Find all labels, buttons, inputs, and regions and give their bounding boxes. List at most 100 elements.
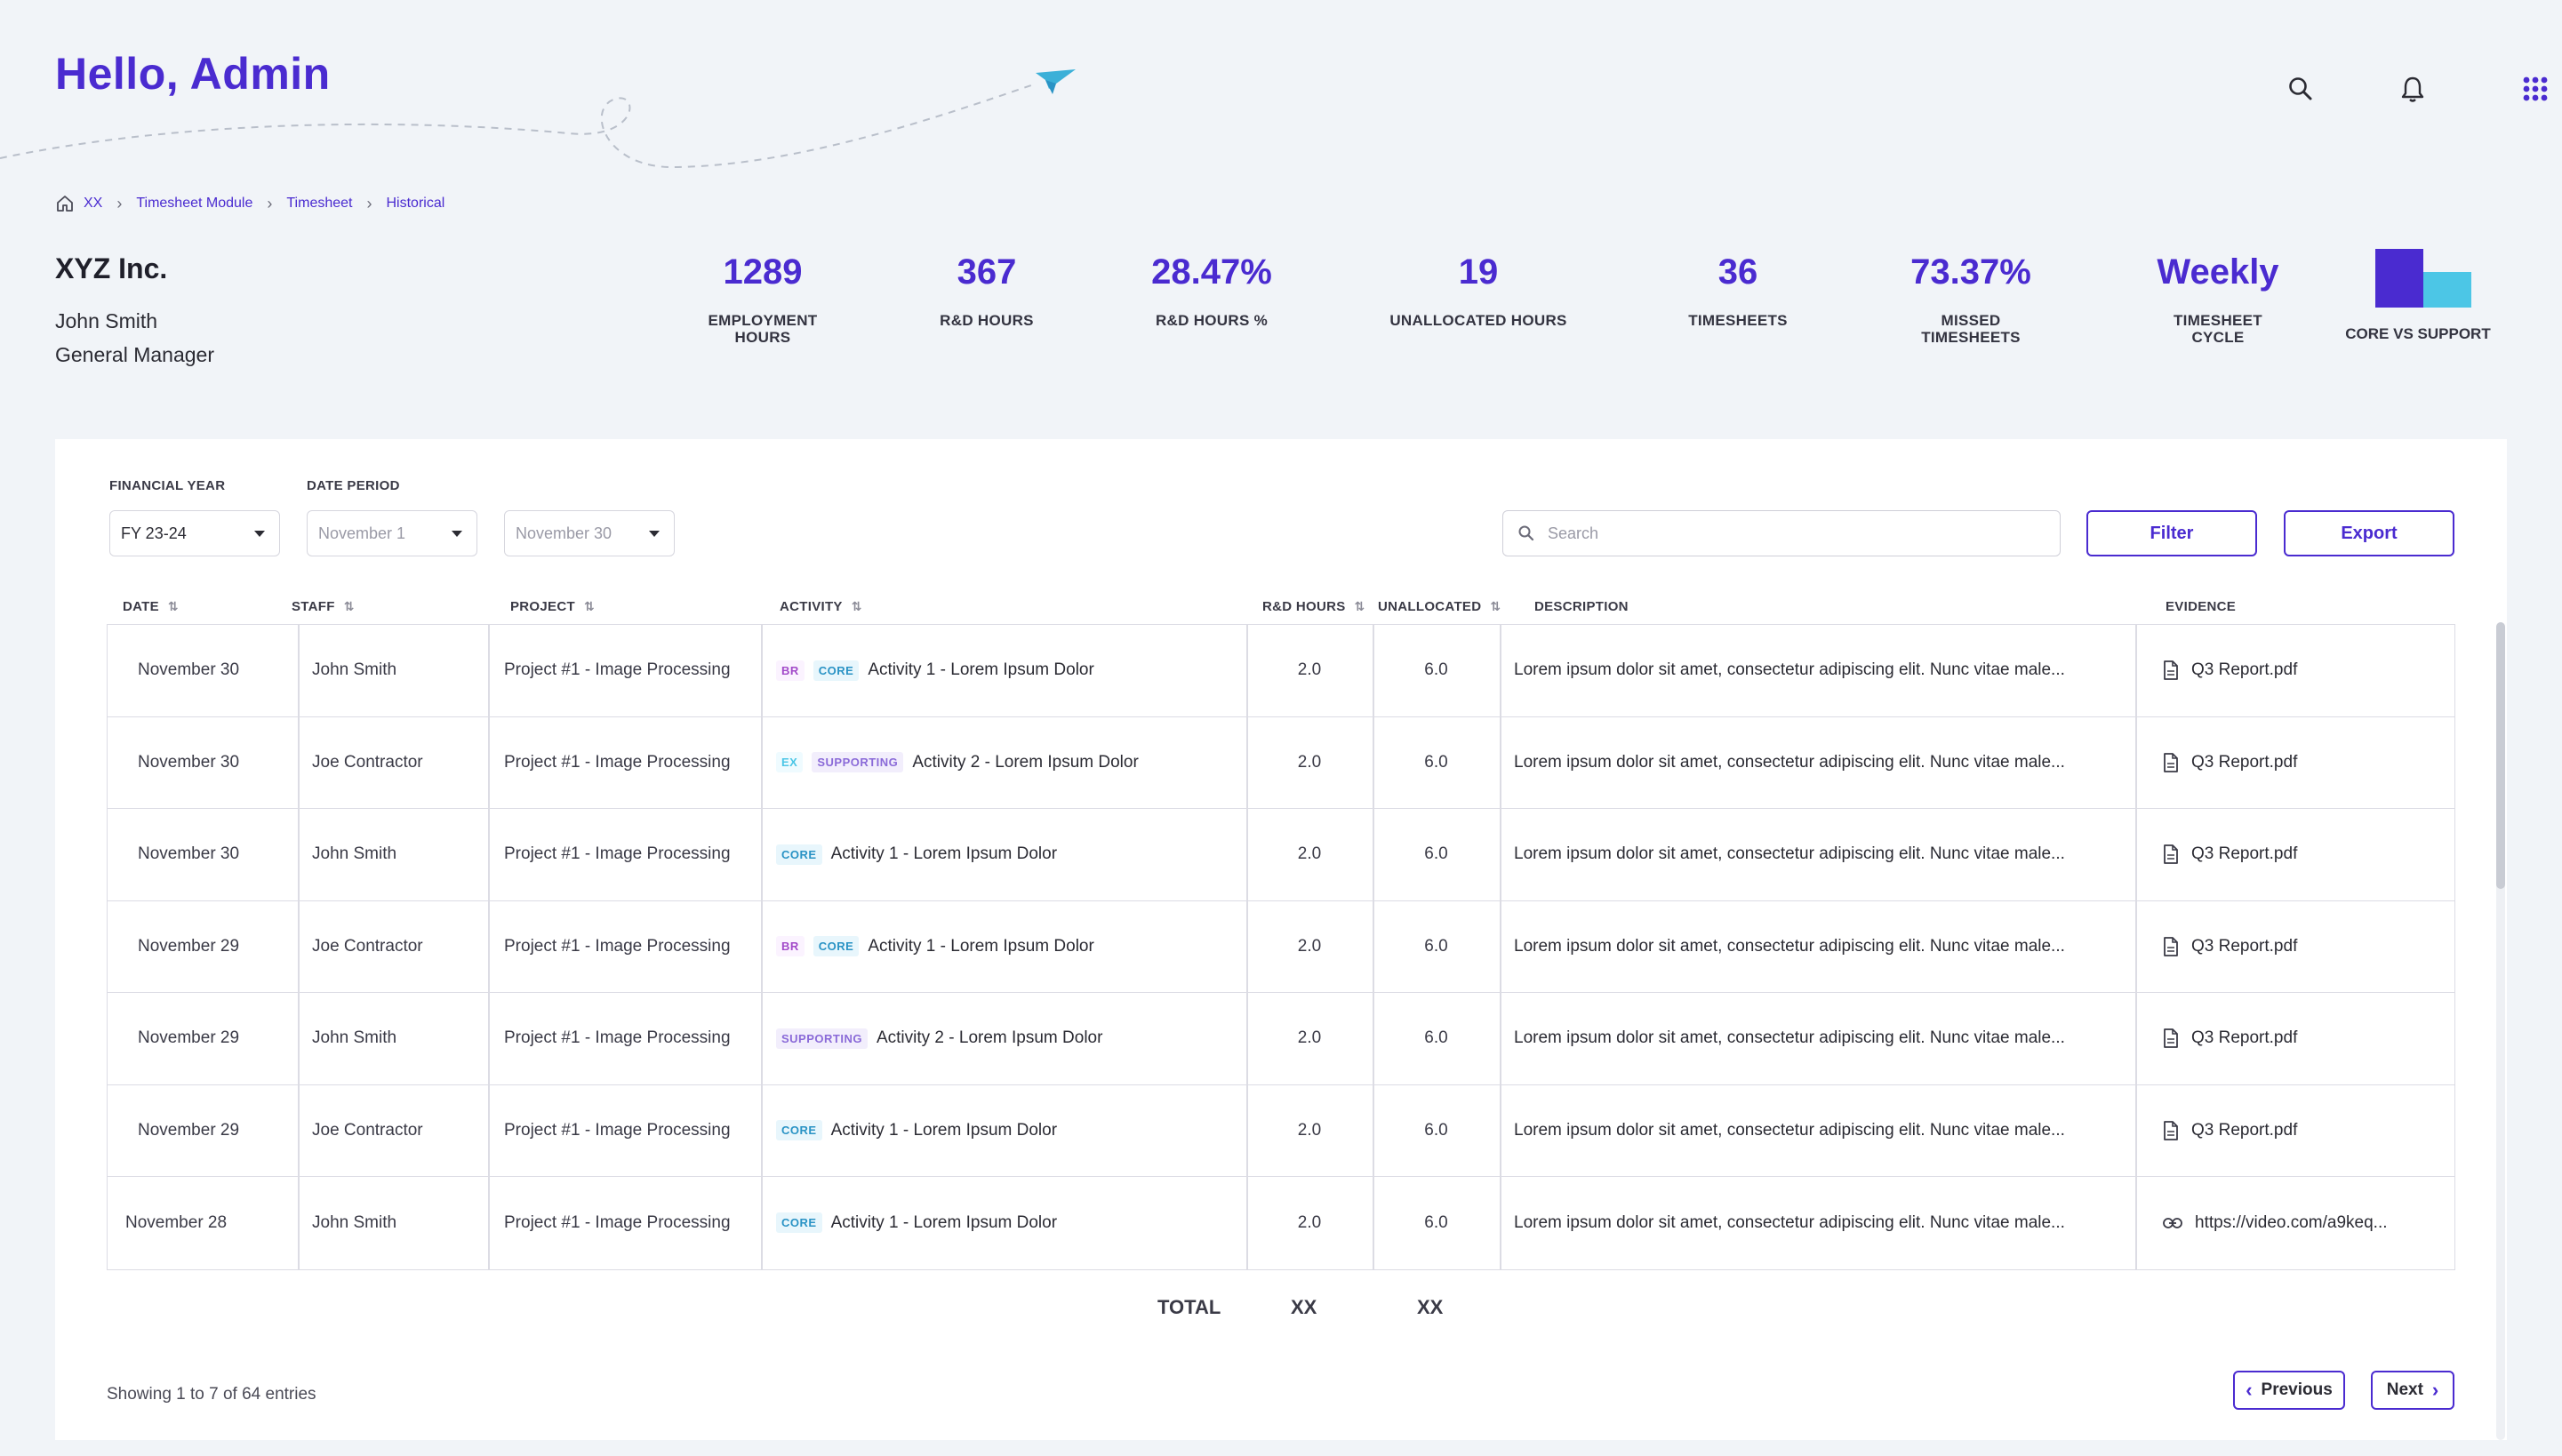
cell-divider bbox=[1500, 993, 1501, 1084]
cell-unallocated: 6.0 bbox=[1424, 660, 1448, 680]
cell-divider bbox=[761, 900, 763, 992]
next-button[interactable]: Next › bbox=[2371, 1371, 2454, 1410]
cell-divider bbox=[1246, 900, 1248, 992]
column-staff[interactable]: STAFF ⇅ bbox=[292, 598, 355, 614]
activity-tag-ex: EX bbox=[776, 752, 804, 773]
table-row[interactable]: November 29 Joe Contractor Project #1 - Im… bbox=[108, 1084, 2454, 1177]
breadcrumb-timesheet[interactable]: Timesheet bbox=[286, 196, 353, 211]
cell-project: Project #1 - Image Processing bbox=[504, 1120, 731, 1140]
activity-tag-br: BR bbox=[776, 660, 805, 681]
cell-unallocated: 6.0 bbox=[1424, 1120, 1448, 1140]
evidence-link[interactable]: Q3 Report.pdf bbox=[2191, 752, 2298, 772]
cell-description: Lorem ipsum dolor sit amet, consectetur … bbox=[1514, 660, 2065, 680]
cell-divider bbox=[1246, 993, 1248, 1084]
cell-evidence[interactable]: Q3 Report.pdf bbox=[2163, 809, 2297, 900]
evidence-link[interactable]: Q3 Report.pdf bbox=[2191, 844, 2298, 864]
cell-activity: CORE Activity 1 - Lorem Ipsum Dolor bbox=[776, 1177, 1057, 1269]
cell-evidence[interactable]: https://video.com/a9keq... bbox=[2163, 1177, 2388, 1269]
stat-label: TIMESHEETS bbox=[1688, 312, 1788, 329]
activity-name: Activity 1 - Lorem Ipsum Dolor bbox=[868, 660, 1094, 680]
date-period-label: DATE PERIOD bbox=[307, 478, 400, 493]
evidence-link[interactable]: Q3 Report.pdf bbox=[2191, 1028, 2298, 1048]
column-description: DESCRIPTION bbox=[1534, 598, 1629, 614]
column-project[interactable]: PROJECT ⇅ bbox=[510, 598, 595, 614]
cell-description: Lorem ipsum dolor sit amet, consectetur … bbox=[1514, 752, 2065, 772]
filter-button[interactable]: Filter bbox=[2086, 510, 2257, 556]
table-row[interactable]: November 30 John Smith Project #1 - Image … bbox=[108, 809, 2454, 901]
cell-evidence[interactable]: Q3 Report.pdf bbox=[2163, 717, 2297, 809]
scrollbar-thumb[interactable] bbox=[2496, 622, 2505, 889]
table-row[interactable]: November 29 Joe Contractor Project #1 - Im… bbox=[108, 900, 2454, 993]
home-icon[interactable] bbox=[55, 194, 75, 213]
cell-evidence[interactable]: Q3 Report.pdf bbox=[2163, 625, 2297, 716]
cell-staff: Joe Contractor bbox=[312, 936, 423, 956]
stat-value: Weekly bbox=[2157, 252, 2279, 292]
column-date[interactable]: DATE ⇅ bbox=[123, 598, 179, 614]
financial-year-select[interactable]: FY 23-24 bbox=[109, 510, 280, 556]
greeting-title: Hello, Admin bbox=[55, 49, 331, 99]
evidence-link[interactable]: Q3 Report.pdf bbox=[2191, 660, 2298, 680]
cell-rd-hours: 2.0 bbox=[1297, 936, 1322, 956]
cell-date: November 28 bbox=[125, 1212, 228, 1232]
timesheet-card: FINANCIAL YEAR FY 23-24 DATE PERIOD Nove… bbox=[55, 439, 2507, 1440]
cell-divider bbox=[488, 809, 490, 900]
cell-divider bbox=[488, 1177, 490, 1269]
cell-divider bbox=[298, 1084, 300, 1176]
cell-divider bbox=[1373, 1084, 1374, 1176]
core-vs-support-bars bbox=[2365, 240, 2471, 308]
cell-project: Project #1 - Image Processing bbox=[504, 1028, 731, 1048]
total-row: TOTAL XX XX bbox=[55, 1296, 2455, 1332]
scrollbar-track[interactable] bbox=[2496, 622, 2505, 1440]
evidence-link[interactable]: Q3 Report.pdf bbox=[2191, 1120, 2298, 1140]
cell-divider bbox=[761, 809, 763, 900]
cell-date: November 29 bbox=[138, 1028, 240, 1048]
table-row[interactable]: November 30 John Smith Project #1 - Image … bbox=[108, 625, 2454, 717]
column-activity[interactable]: ACTIVITY ⇅ bbox=[780, 598, 862, 614]
cell-unallocated: 6.0 bbox=[1424, 752, 1448, 772]
cell-staff: Joe Contractor bbox=[312, 752, 423, 772]
cell-evidence[interactable]: Q3 Report.pdf bbox=[2163, 993, 2297, 1084]
cell-divider bbox=[2135, 625, 2137, 716]
cell-date: November 30 bbox=[138, 844, 240, 864]
table-row[interactable]: November 28 John Smith Project #1 - Image … bbox=[108, 1177, 2454, 1269]
table-row[interactable]: November 29 John Smith Project #1 - Image … bbox=[108, 993, 2454, 1085]
breadcrumb-xx[interactable]: XX bbox=[84, 196, 103, 211]
cell-divider bbox=[1500, 900, 1501, 992]
bell-icon[interactable] bbox=[2386, 62, 2439, 116]
cell-evidence[interactable]: Q3 Report.pdf bbox=[2163, 1085, 2297, 1177]
caret-down-icon bbox=[452, 531, 462, 537]
column-unallocated[interactable]: UNALLOCATED ⇅ bbox=[1378, 598, 1501, 614]
export-button[interactable]: Export bbox=[2284, 510, 2454, 556]
evidence-link[interactable]: Q3 Report.pdf bbox=[2191, 936, 2298, 956]
search-icon[interactable] bbox=[2274, 62, 2327, 116]
cell-staff: John Smith bbox=[312, 1028, 397, 1048]
file-icon bbox=[2163, 936, 2191, 956]
cell-divider bbox=[1500, 1177, 1501, 1269]
evidence-link[interactable]: https://video.com/a9keq... bbox=[2195, 1212, 2388, 1232]
cell-divider bbox=[298, 716, 300, 808]
date-to-select[interactable]: November 30 bbox=[504, 510, 675, 556]
previous-button[interactable]: ‹ Previous bbox=[2233, 1371, 2345, 1410]
column-rd-hours[interactable]: R&D HOURS ⇅ bbox=[1262, 598, 1365, 614]
cell-divider bbox=[761, 993, 763, 1084]
cell-staff: Joe Contractor bbox=[312, 1120, 423, 1140]
cell-project: Project #1 - Image Processing bbox=[504, 660, 731, 680]
cell-evidence[interactable]: Q3 Report.pdf bbox=[2163, 901, 2297, 993]
breadcrumb-timesheet-module[interactable]: Timesheet Module bbox=[136, 196, 253, 211]
breadcrumb-historical[interactable]: Historical bbox=[386, 196, 445, 211]
financial-year-value: FY 23-24 bbox=[121, 524, 187, 542]
cell-project: Project #1 - Image Processing bbox=[504, 844, 731, 864]
chevron-right-icon: › bbox=[2431, 1379, 2439, 1401]
stat-label: EMPLOYMENT HOURS bbox=[708, 312, 818, 346]
apps-grid-icon[interactable] bbox=[2509, 62, 2562, 116]
cell-divider bbox=[2135, 900, 2137, 992]
cell-divider bbox=[488, 900, 490, 992]
core-vs-support-label: CORE VS SUPPORT bbox=[2345, 325, 2491, 342]
date-from-select[interactable]: November 1 bbox=[307, 510, 477, 556]
search-input[interactable]: Search bbox=[1502, 510, 2061, 556]
stat-value: 73.37% bbox=[1910, 252, 2031, 292]
table-row[interactable]: November 30 Joe Contractor Project #1 - Im… bbox=[108, 716, 2454, 809]
activity-name: Activity 1 - Lorem Ipsum Dolor bbox=[830, 1212, 1058, 1232]
stat-rd-hours-percent: 28.47% R&D HOURS % bbox=[1105, 252, 1318, 329]
total-label: TOTAL bbox=[1157, 1296, 1221, 1318]
